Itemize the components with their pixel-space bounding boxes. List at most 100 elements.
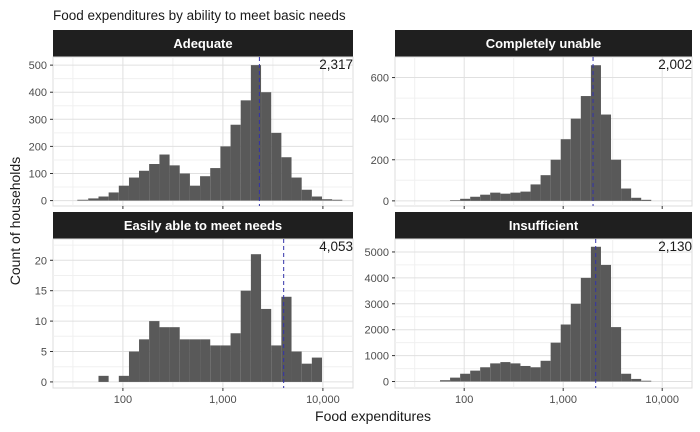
histogram-bar [530, 184, 541, 201]
y-tick-label: 0 [41, 377, 47, 389]
x-tick-label: 1,000 [549, 394, 577, 406]
facet-panel: Insufficient 2,130 0 1000 2000 3000 4000 5000 10… [365, 212, 693, 406]
histogram-bar [440, 380, 451, 382]
facet-strip [395, 30, 692, 57]
histogram-bar [189, 185, 201, 201]
histogram-bar [98, 375, 109, 382]
histogram-bar [271, 345, 282, 382]
histogram-bar [159, 327, 170, 382]
histogram-bar [631, 197, 642, 201]
histogram-bar [261, 92, 272, 201]
facet-strip [395, 212, 692, 239]
y-tick-label: 100 [29, 168, 47, 180]
histogram-bar [600, 114, 612, 201]
histogram-bar [210, 168, 221, 201]
facet-panel: Adequate2,31701002003004005001001,00010,… [29, 30, 354, 224]
histogram-bar [450, 377, 461, 382]
histogram-bar [301, 363, 312, 382]
histogram-bar [261, 308, 272, 382]
histogram-bar [540, 175, 551, 201]
histogram-bar [570, 118, 581, 201]
y-tick-label: 500 [29, 60, 47, 72]
histogram-bar [281, 296, 292, 382]
median-label: 2,317 [319, 57, 353, 72]
histogram-bar [179, 339, 190, 382]
histogram-bar [77, 199, 89, 201]
histogram-bar [500, 362, 511, 382]
histogram-bar [118, 185, 129, 201]
y-tick-label: 600 [371, 73, 389, 85]
histogram-bar [332, 199, 343, 201]
x-tick-label: 10,000 [645, 394, 679, 406]
y-tick-label: 0 [41, 196, 47, 208]
histogram-bar [291, 351, 302, 382]
x-axis-label: Food expenditures [315, 408, 431, 424]
facet-strip [53, 212, 353, 239]
histogram-bar [510, 192, 521, 201]
histogram-bar [520, 365, 531, 382]
histogram-bar [550, 342, 561, 382]
histogram-bar [220, 146, 231, 201]
histogram-bar [301, 189, 312, 201]
histogram-bar [200, 176, 211, 201]
histogram-bar [490, 363, 501, 382]
histogram-bar [520, 191, 531, 201]
median-label: 2,002 [658, 57, 692, 72]
histogram-bar [271, 132, 282, 201]
histogram-bar [139, 339, 150, 382]
histogram-bar [98, 196, 109, 201]
histogram-bar [631, 378, 642, 382]
histogram-bar [139, 170, 150, 201]
histogram-bar [490, 192, 501, 201]
y-axis-label: Count of households [7, 157, 23, 285]
histogram-bar [611, 327, 622, 382]
facet-strip [53, 30, 353, 57]
histogram-bar [149, 321, 160, 382]
histogram-bar [250, 254, 262, 382]
histogram-bar [530, 367, 541, 382]
histogram-bar [550, 159, 561, 201]
histogram-bar [220, 345, 231, 382]
histogram-bar [480, 194, 491, 201]
x-tick-label: 1,000 [209, 394, 237, 406]
histogram-bar [118, 375, 129, 382]
x-tick-label: 10,000 [306, 394, 340, 406]
median-label: 2,130 [658, 239, 692, 254]
histogram-bar [580, 277, 591, 382]
histogram-bar [540, 360, 551, 382]
y-tick-label: 0 [383, 377, 389, 389]
facet-panels: Adequate2,31701002003004005001001,00010,… [29, 30, 693, 406]
y-tick-label: 15 [35, 286, 47, 298]
histogram-bar [311, 357, 323, 382]
x-tick-label: 100 [114, 394, 132, 406]
histogram-bar [570, 303, 581, 382]
y-tick-label: 1000 [365, 351, 389, 363]
y-tick-label: 400 [371, 114, 389, 126]
histogram-bar [291, 177, 302, 201]
histogram-bar [470, 196, 481, 201]
histogram-bar [450, 200, 461, 201]
histogram-bar [230, 124, 241, 201]
y-tick-label: 5 [41, 347, 47, 359]
histogram-bar [480, 367, 491, 382]
y-tick-label: 10 [35, 316, 47, 328]
facet-panel: Easily able to meet needs 4,053 0 5 10 15 20 10… [35, 212, 354, 406]
histogram-bar [240, 100, 251, 201]
histogram-bar [210, 345, 221, 382]
histogram-bar [580, 96, 591, 201]
y-tick-label: 4000 [365, 273, 389, 285]
histogram-bar [590, 246, 601, 382]
histogram-bar [611, 159, 622, 201]
histogram-bar [159, 154, 170, 201]
histogram-bar [240, 290, 251, 382]
histogram-bar [500, 193, 511, 201]
histogram-bar [281, 157, 292, 201]
histogram-bar [460, 198, 471, 201]
y-tick-label: 200 [29, 141, 47, 153]
facet-strip-label: Completely unable [486, 36, 602, 51]
x-tick-label: 100 [455, 394, 473, 406]
histogram-bar [108, 192, 119, 201]
histogram-bar [621, 373, 632, 382]
histogram-bar [169, 165, 180, 201]
